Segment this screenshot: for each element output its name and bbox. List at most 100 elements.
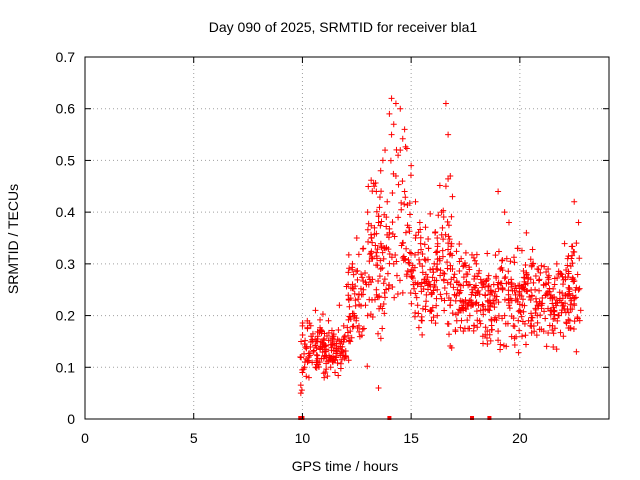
- data-point: [499, 267, 506, 274]
- data-point: [566, 286, 573, 293]
- data-point: [418, 246, 425, 253]
- data-point: [448, 213, 455, 220]
- data-point: [385, 234, 392, 241]
- data-point: [414, 302, 421, 309]
- data-point: [417, 234, 424, 241]
- data-point: [503, 343, 510, 350]
- data-point: [497, 341, 504, 348]
- data-point: [466, 312, 473, 319]
- data-point: [441, 270, 448, 277]
- data-point: [501, 296, 508, 303]
- data-point: [433, 265, 440, 272]
- data-point: [520, 308, 527, 315]
- data-point: [559, 295, 566, 302]
- data-point: [518, 313, 525, 320]
- data-point: [399, 289, 406, 296]
- data-point: [511, 259, 518, 266]
- data-point: [297, 390, 304, 397]
- data-point: [444, 265, 451, 272]
- data-point: [446, 236, 453, 243]
- data-point: [392, 252, 399, 259]
- data-point: [358, 271, 365, 278]
- data-point: [483, 335, 490, 342]
- data-point: [463, 306, 470, 313]
- data-point: [340, 322, 347, 329]
- data-point: [440, 270, 447, 277]
- data-point: [317, 346, 324, 353]
- data-point: [506, 305, 513, 312]
- data-point: [377, 266, 384, 273]
- data-point: [406, 260, 413, 267]
- data-point: [411, 264, 418, 271]
- data-point: [482, 292, 489, 299]
- data-point: [313, 357, 320, 364]
- data-point: [425, 278, 432, 285]
- data-point: [359, 326, 366, 333]
- data-point: [514, 295, 521, 302]
- data-point: [407, 172, 414, 179]
- data-point: [477, 320, 484, 327]
- data-point: [502, 320, 509, 327]
- data-point: [449, 252, 456, 259]
- data-point: [473, 260, 480, 267]
- data-point: [463, 278, 470, 285]
- data-point: [449, 193, 456, 200]
- data-point: [405, 257, 412, 264]
- data-point: [487, 303, 494, 310]
- data-point: [487, 337, 494, 344]
- data-point: [371, 183, 378, 190]
- data-point: [409, 275, 416, 282]
- data-point: [431, 283, 438, 290]
- data-point: [364, 312, 371, 319]
- data-point: [385, 282, 392, 289]
- data-point: [391, 294, 398, 301]
- data-point: [424, 282, 431, 289]
- data-point: [545, 329, 552, 336]
- data-point: [532, 272, 539, 279]
- data-point: [541, 308, 548, 315]
- data-point: [536, 287, 543, 294]
- data-point: [485, 282, 492, 289]
- data-point: [423, 298, 430, 305]
- data-point: [575, 219, 582, 226]
- data-point: [445, 246, 452, 253]
- data-point: [318, 327, 325, 334]
- data-point: [571, 300, 578, 307]
- data-point: [516, 282, 523, 289]
- data-point: [412, 198, 419, 205]
- data-point: [403, 145, 410, 152]
- data-point: [408, 300, 415, 307]
- data-point: [368, 231, 375, 238]
- data-point: [417, 226, 424, 233]
- data-point: [561, 240, 568, 247]
- data-point: [390, 121, 397, 128]
- data-point: [365, 183, 372, 190]
- data-point: [537, 312, 544, 319]
- data-point: [307, 322, 314, 329]
- data-point: [551, 275, 558, 282]
- data-point: [499, 285, 506, 292]
- data-point: [456, 306, 463, 313]
- data-point: [563, 320, 570, 327]
- data-point: [401, 126, 408, 133]
- data-point: [528, 286, 535, 293]
- data-point: [491, 316, 498, 323]
- data-point: [384, 270, 391, 277]
- data-point: [522, 262, 529, 269]
- data-point: [527, 297, 534, 304]
- data-point: [501, 275, 508, 282]
- x-tick-label: 10: [295, 430, 311, 446]
- data-point: [299, 319, 306, 326]
- data-point: [453, 279, 460, 286]
- data-point: [516, 327, 523, 334]
- data-point: [386, 260, 393, 267]
- data-point: [538, 305, 545, 312]
- data-point: [451, 271, 458, 278]
- data-point: [422, 257, 429, 264]
- data-point: [380, 280, 387, 287]
- data-point: [498, 257, 505, 264]
- data-point: [381, 211, 388, 218]
- data-point: [544, 291, 551, 298]
- data-point: [418, 279, 425, 286]
